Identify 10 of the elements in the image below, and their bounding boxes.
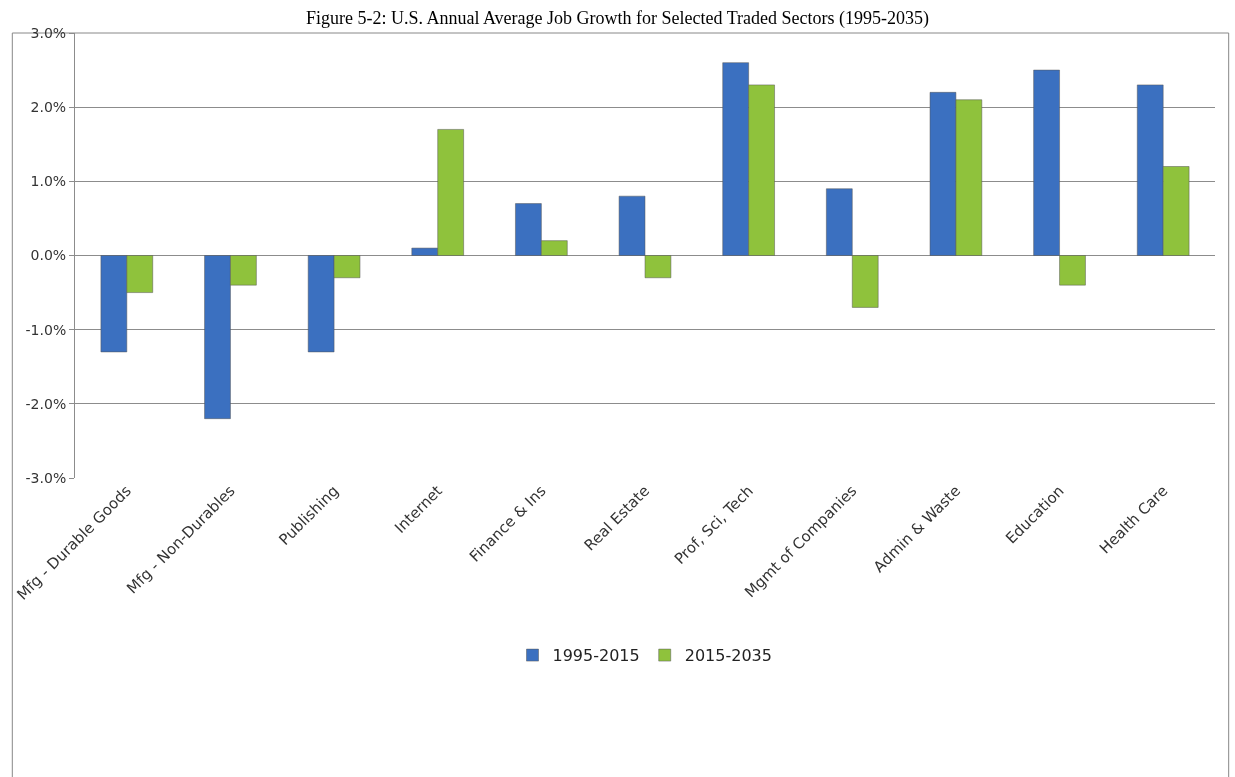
legend-label: 1995-2015 [552,646,640,666]
chart-title: Figure 5-2: U.S. Annual Average Job Growth for Selected Traded Sectors (1995-2035) [305,8,930,30]
y-tick-label: 1.0% [30,173,67,190]
y-tick-label: -1.0% [25,321,67,338]
y-tick-label: -3.0% [25,469,67,486]
y-tick-label: 3.0% [30,24,67,41]
y-tick-label: -2.0% [25,395,67,412]
legend-label: 2015-2035 [684,646,772,666]
y-tick-label: 0.0% [30,247,67,264]
y-tick-label: 2.0% [30,99,67,116]
